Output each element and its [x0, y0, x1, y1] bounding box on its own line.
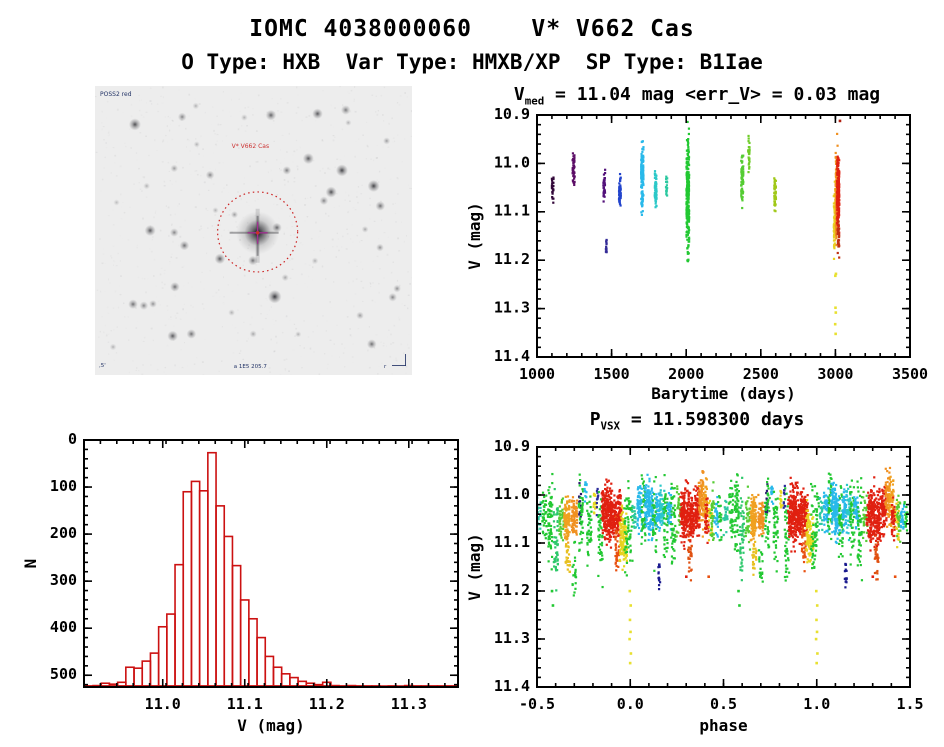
barytime-plot-title: Vmed = 11.04 mag <err_V> = 0.03 mag	[460, 84, 934, 108]
page-title: IOMC 4038000060 V* V662 Cas	[249, 16, 695, 42]
finder-chart-image	[95, 86, 412, 375]
vmed-subscript: med	[524, 94, 545, 108]
page-subtitle: O Type: HXB Var Type: HMXB/XP SP Type: B…	[181, 50, 763, 74]
vmed-value-text: = 11.04 mag <err_V> = 0.03 mag	[544, 84, 881, 105]
barytime-plot-canvas	[460, 106, 944, 416]
histogram-canvas	[18, 425, 480, 740]
phase-plot-canvas	[460, 432, 944, 747]
vmed-symbol: V	[513, 84, 525, 105]
period-subscript: VSX	[600, 419, 621, 433]
period-symbol: P	[589, 409, 601, 430]
